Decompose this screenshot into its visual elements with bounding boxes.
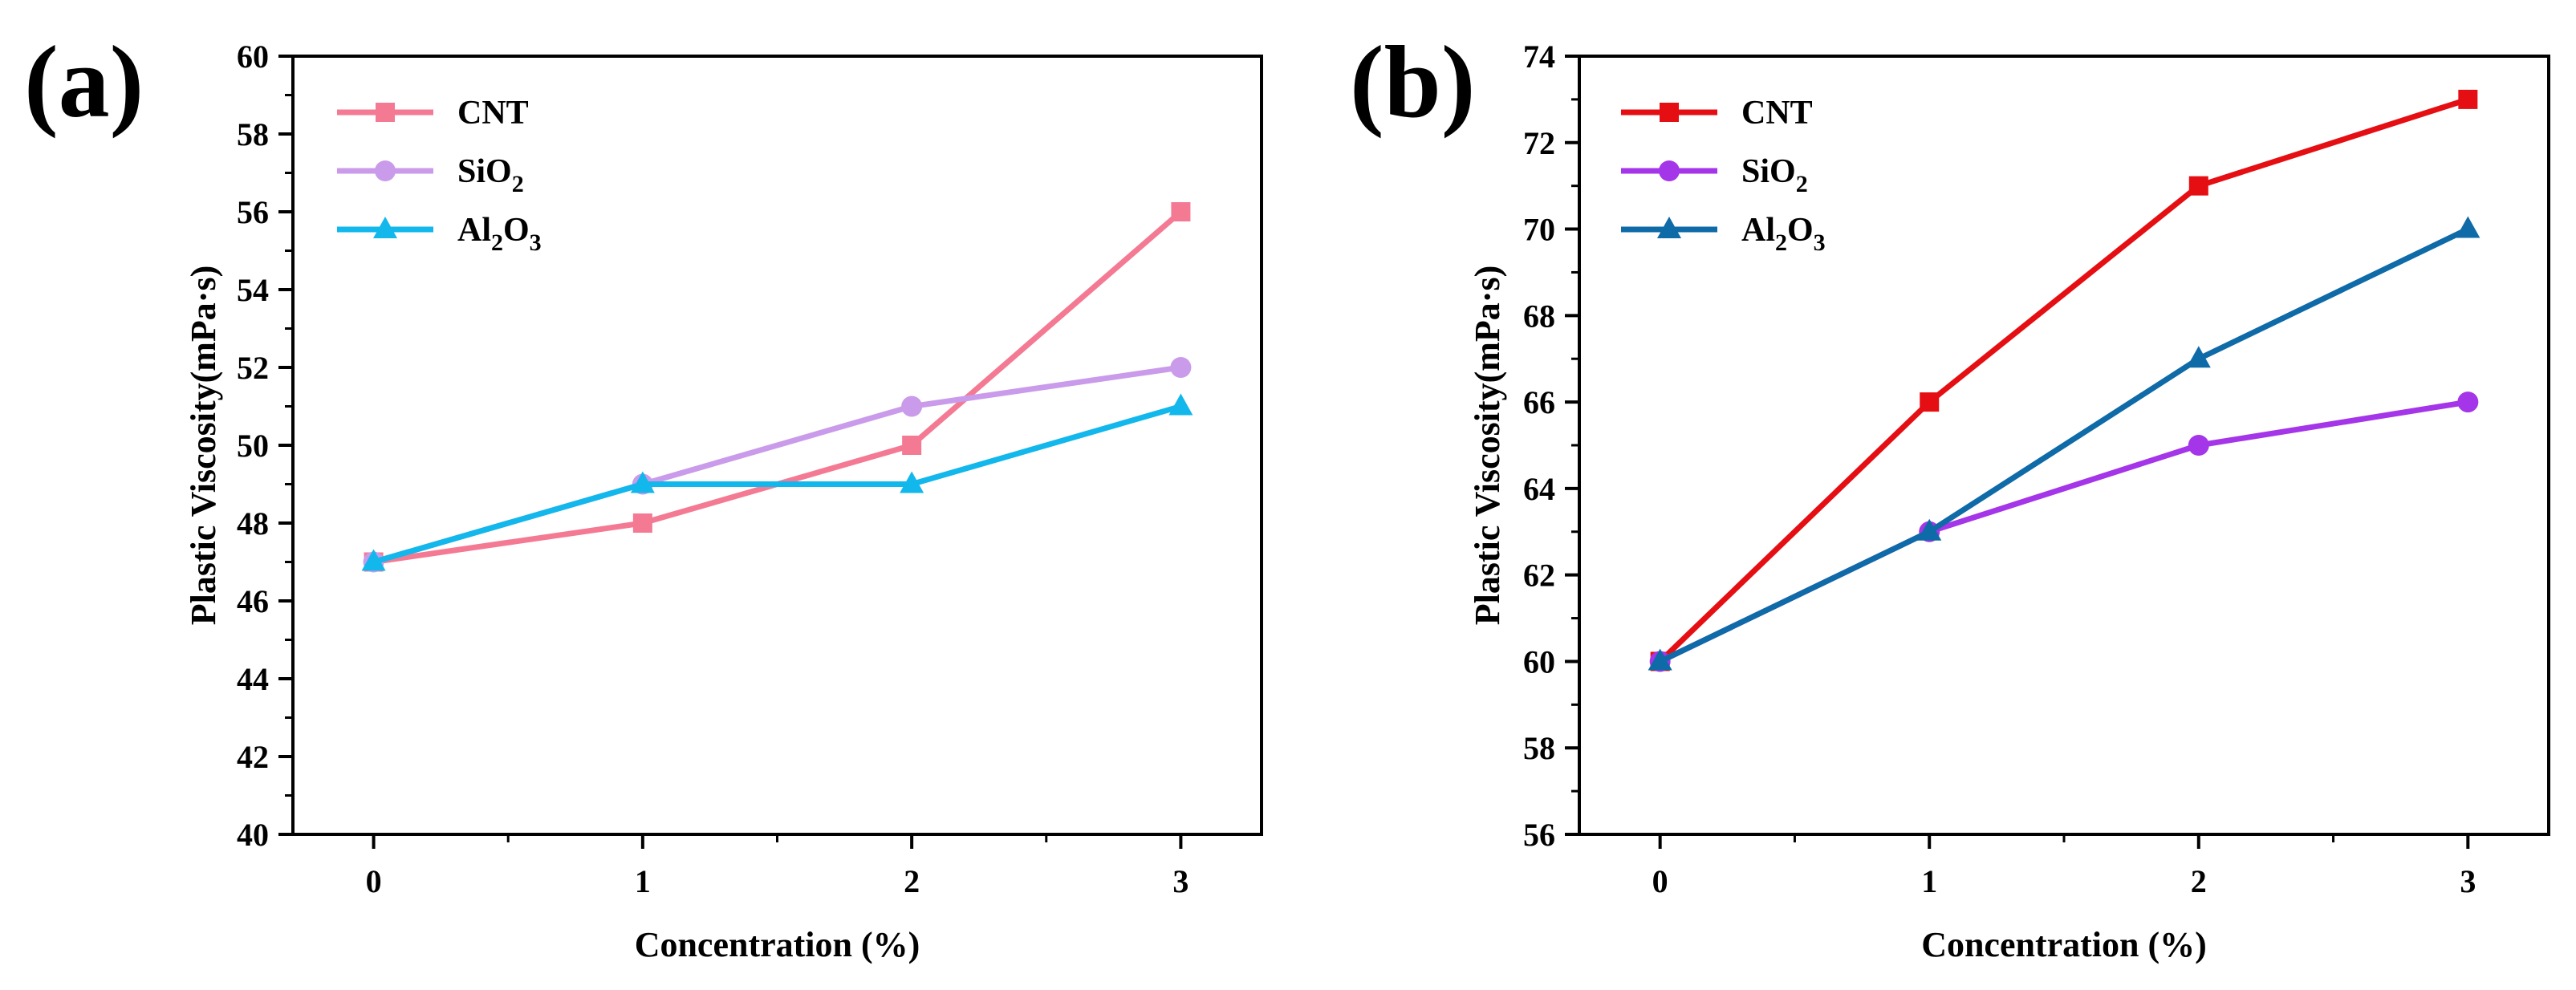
y-tick-label: 58 (237, 116, 269, 152)
y-tick-label: 72 (1523, 125, 1555, 161)
legend-text: SiO (1741, 153, 1796, 190)
y-tick-label: 44 (237, 661, 269, 697)
x-tick-label: 0 (1652, 863, 1668, 899)
y-tick-label: 56 (237, 194, 269, 230)
legend-subscript: 2 (512, 171, 524, 197)
legend-subscript: 3 (530, 229, 542, 256)
legend-label-cnt: CNT (1741, 95, 1813, 132)
y-tick-label: 42 (237, 739, 269, 775)
series-al2o3 (361, 393, 1193, 571)
series-cnt (364, 202, 1191, 572)
x-tick-label: 2 (904, 863, 920, 899)
data-point-al2o3 (361, 549, 386, 571)
panel-label: (a) (24, 25, 144, 139)
data-point-sio2 (2188, 435, 2209, 456)
legend-text: CNT (1741, 95, 1813, 132)
x-axis-title: Concentration (%) (635, 925, 920, 964)
legend-marker-cnt (376, 103, 395, 122)
series-line-sio2 (372, 364, 1181, 565)
x-tick-label: 1 (635, 863, 651, 899)
data-point-sio2 (2457, 392, 2479, 413)
y-tick-label: 56 (1523, 817, 1555, 853)
data-point-al2o3 (2186, 346, 2211, 368)
series-line-sio2 (1659, 399, 2468, 664)
legend-text: Al (1741, 212, 1775, 249)
y-tick-label: 46 (237, 583, 269, 619)
legend-subscript: 2 (491, 229, 503, 256)
legend-label-al2o3: Al2O3 (457, 212, 542, 256)
legend-subscript: 2 (1796, 171, 1808, 197)
y-tick-label: 60 (237, 39, 269, 75)
y-tick-label: 64 (1523, 471, 1555, 507)
data-point-cnt (2188, 176, 2208, 196)
data-point-al2o3 (900, 471, 924, 493)
data-point-cnt (2458, 89, 2478, 109)
data-point-al2o3 (2456, 216, 2481, 238)
y-axis-title: Plastic Viscosity(mPa·s) (184, 266, 223, 626)
series-line-cnt (1658, 96, 2469, 663)
y-tick-label: 58 (1523, 730, 1555, 766)
legend-text: O (1787, 212, 1814, 249)
x-axis-title: Concentration (%) (1921, 925, 2207, 964)
series-sio2 (363, 357, 1192, 573)
series-sio2 (1649, 392, 2479, 672)
x-tick-label: 1 (1921, 863, 1937, 899)
legend-marker-al2o3 (373, 217, 397, 238)
series-line-al2o3 (1659, 226, 2469, 664)
series-line-al2o3 (372, 404, 1182, 565)
legend-text: CNT (457, 95, 529, 132)
data-point-cnt (632, 513, 652, 533)
data-point-sio2 (1170, 357, 1192, 378)
legend-marker-sio2 (375, 160, 396, 181)
y-tick-label: 60 (1523, 643, 1555, 680)
legend-text: Al (457, 212, 491, 249)
data-point-cnt (902, 436, 922, 455)
data-point-cnt (1171, 202, 1191, 221)
y-tick-label: 48 (237, 505, 269, 542)
data-point-sio2 (901, 396, 923, 417)
panel-label: (b) (1350, 25, 1475, 139)
x-tick-label: 2 (2191, 863, 2207, 899)
y-tick-label: 52 (237, 350, 269, 386)
legend-subscript: 2 (1775, 229, 1787, 256)
data-point-al2o3 (1168, 393, 1193, 416)
x-tick-label: 3 (2460, 863, 2476, 899)
y-tick-label: 74 (1523, 39, 1555, 75)
legend-marker-al2o3 (1657, 217, 1681, 238)
legend-marker-cnt (1660, 103, 1679, 122)
legend-label-sio2: SiO2 (457, 153, 524, 197)
x-tick-label: 3 (1172, 863, 1188, 899)
data-point-al2o3 (630, 471, 655, 493)
x-tick-label: 0 (366, 863, 382, 899)
legend-label-sio2: SiO2 (1741, 153, 1808, 197)
data-point-al2o3 (1648, 648, 1672, 671)
y-tick-label: 40 (237, 817, 269, 853)
data-point-cnt (1920, 392, 1940, 412)
y-axis-title: Plastic Viscosity(mPa·s) (1468, 266, 1507, 626)
y-tick-label: 54 (237, 272, 269, 308)
legend-text: SiO (457, 153, 512, 190)
legend-marker-sio2 (1659, 160, 1680, 181)
y-tick-label: 66 (1523, 384, 1555, 420)
y-tick-label: 62 (1523, 558, 1555, 594)
data-point-al2o3 (1917, 518, 1942, 541)
series-al2o3 (1648, 216, 2481, 671)
y-tick-label: 68 (1523, 298, 1555, 334)
legend-label-al2o3: Al2O3 (1741, 212, 1826, 256)
legend-subscript: 3 (1814, 229, 1826, 256)
legend-text: O (503, 212, 530, 249)
y-tick-label: 70 (1523, 212, 1555, 248)
y-tick-label: 50 (237, 428, 269, 464)
legend-label-cnt: CNT (457, 95, 529, 132)
